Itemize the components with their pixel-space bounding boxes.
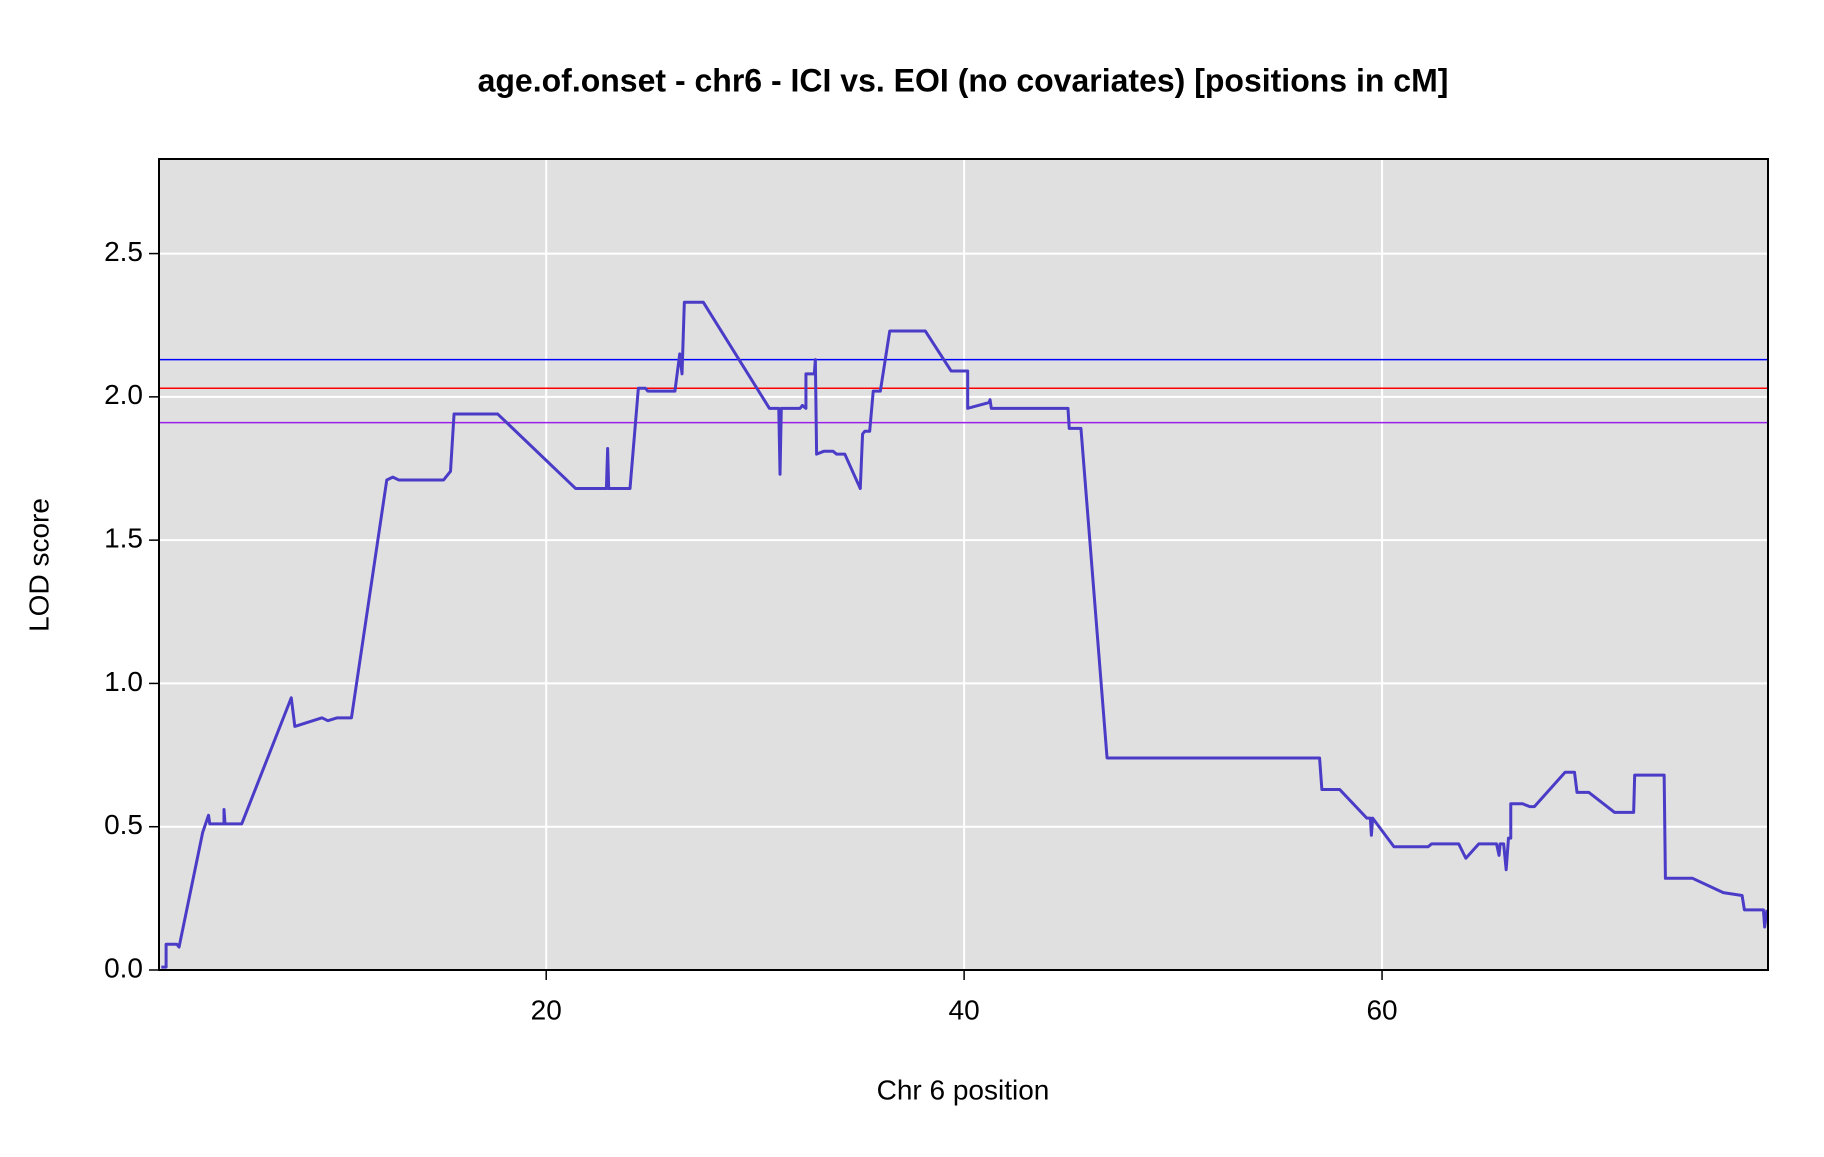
x-axis-label: Chr 6 position: [877, 1074, 1050, 1105]
y-tick-label: 2.0: [104, 379, 143, 410]
x-tick-label: 20: [531, 994, 562, 1025]
plot-frame: [158, 158, 1769, 971]
chart-title: age.of.onset - chr6 - ICI vs. EOI (no co…: [478, 62, 1449, 98]
y-tick-label: 1.0: [104, 666, 143, 697]
lod-line: [161, 300, 1769, 969]
y-axis-label: LOD score: [23, 498, 54, 632]
x-tick-label: 60: [1366, 994, 1397, 1025]
y-tick-label: 0.5: [104, 809, 143, 840]
y-tick-label: 0.0: [104, 952, 143, 983]
y-tick-label: 1.5: [104, 523, 143, 554]
y-tick-label: 2.5: [104, 236, 143, 267]
x-tick-label: 40: [949, 994, 980, 1025]
